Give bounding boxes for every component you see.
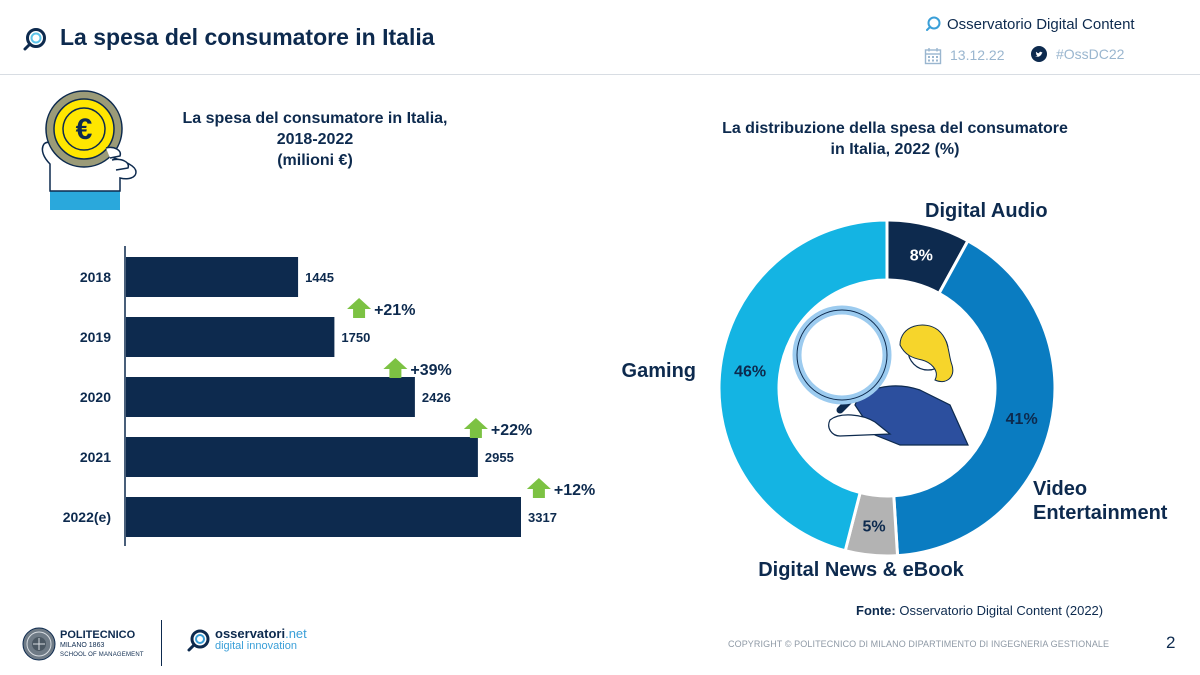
left-chart-title-line1: La spesa del consumatore in Italia, — [182, 110, 448, 127]
copyright-notice: COPYRIGHT © POLITECNICO DI MILANO DIPART… — [728, 639, 1110, 649]
donut-chart: 8% 41% 5% 46% Digital Audio Gaming VideoEntert… — [622, 200, 1168, 581]
bar-2018 — [126, 257, 299, 297]
value-label-2018: 1445 — [305, 270, 334, 285]
category-label-news: Digital News & eBook — [758, 559, 964, 581]
donut-slices — [717, 218, 1057, 558]
category-label-digital-audio: Digital Audio — [925, 200, 1048, 222]
header-divider — [0, 74, 1200, 75]
politecnico-name: POLITECNICO — [60, 629, 136, 641]
tick-label-2021: 2021 — [80, 449, 111, 465]
right-chart-title-line1: La distribuzione della spesa del consuma… — [722, 120, 1068, 137]
calendar-icon — [924, 48, 942, 65]
source-label: Fonte: — [856, 603, 896, 618]
slice-pct-label: 8% — [910, 247, 933, 264]
page-number: 2 — [1166, 633, 1176, 652]
growth-arrow-icon — [526, 478, 551, 498]
slice-video-entertainment — [892, 238, 1057, 558]
bar-2020 — [126, 377, 415, 417]
tick-label-2019: 2019 — [80, 329, 111, 345]
osservatori-subtitle: digital innovation — [215, 640, 297, 652]
source-note: Fonte: Osservatorio Digital Content (202… — [856, 603, 1103, 618]
value-label-2022(e): 3317 — [528, 510, 557, 525]
osservatori-name: osservatori.net — [215, 626, 307, 641]
tick-label-2020: 2020 — [80, 389, 111, 405]
bar-2021 — [126, 437, 478, 477]
tick-label-2018: 2018 — [80, 269, 111, 285]
growth-label: +21% — [374, 302, 415, 319]
page-title: La spesa del consumatore in Italia — [60, 24, 435, 50]
left-chart-title: La spesa del consumatore in Italia, 2018… — [140, 108, 490, 171]
tick-label-2022(e): 2022(e) — [63, 509, 111, 525]
left-chart-title-line2: 2018-2022 — [276, 131, 354, 148]
value-label-2020: 2426 — [422, 390, 451, 405]
donut-labels: 8% 41% 5% 46% Digital Audio Gaming VideoEntert… — [622, 200, 1168, 581]
slice-pct-label: 41% — [1006, 411, 1038, 428]
category-label-video-line1: Video — [1033, 478, 1087, 500]
magnifier-logo-icon — [23, 28, 46, 51]
bar-2019 — [126, 317, 335, 357]
slice-pct-label: 46% — [734, 364, 766, 381]
osservatori-name-light: .net — [285, 626, 307, 641]
category-label-video-line2: Entertainment — [1033, 502, 1168, 524]
right-chart-title: La distribuzione della spesa del consuma… — [660, 118, 1130, 160]
bar-chart: 2018 1445 2019 1750 2020 2426 2021 2955 2022(e) 3… — [63, 246, 595, 546]
right-chart-title-line2: in Italia, 2022 (%) — [830, 141, 960, 158]
politecnico-city: MILANO 1863 — [60, 642, 105, 649]
left-chart-title-line3: (milioni €) — [277, 152, 353, 169]
politecnico-seal-icon — [22, 627, 56, 661]
slice-gaming — [717, 218, 889, 553]
politecnico-school: SCHOOL OF MANAGEMENT — [60, 652, 144, 658]
growth-arrow-icon — [383, 358, 408, 378]
osservatori-name-bold: osservatori — [215, 626, 286, 641]
hashtag: #OssDC22 — [1056, 46, 1125, 62]
brand-name: Osservatorio Digital Content — [947, 16, 1135, 33]
category-label-gaming: Gaming — [622, 360, 696, 382]
source-text: Osservatorio Digital Content (2022) — [899, 603, 1104, 618]
value-label-2021: 2955 — [485, 450, 514, 465]
svg-text:€: € — [76, 113, 93, 146]
growth-arrow-icon — [463, 418, 488, 438]
growth-arrow-icon — [347, 298, 372, 318]
osservatori-logo-icon — [187, 629, 210, 652]
growth-label: +22% — [491, 422, 532, 439]
bar-2022(e) — [126, 497, 521, 537]
euro-coin-hand-illustration: € — [41, 90, 137, 210]
footer-divider — [161, 620, 162, 666]
growth-label: +12% — [554, 482, 595, 499]
magnifier-icon — [926, 16, 941, 31]
growth-label: +39% — [410, 362, 451, 379]
magnifier-woman-illustration — [792, 305, 969, 446]
event-date: 13.12.22 — [950, 47, 1005, 63]
slice-pct-label: 5% — [862, 518, 885, 535]
twitter-icon — [1031, 46, 1047, 62]
value-label-2019: 1750 — [341, 330, 370, 345]
